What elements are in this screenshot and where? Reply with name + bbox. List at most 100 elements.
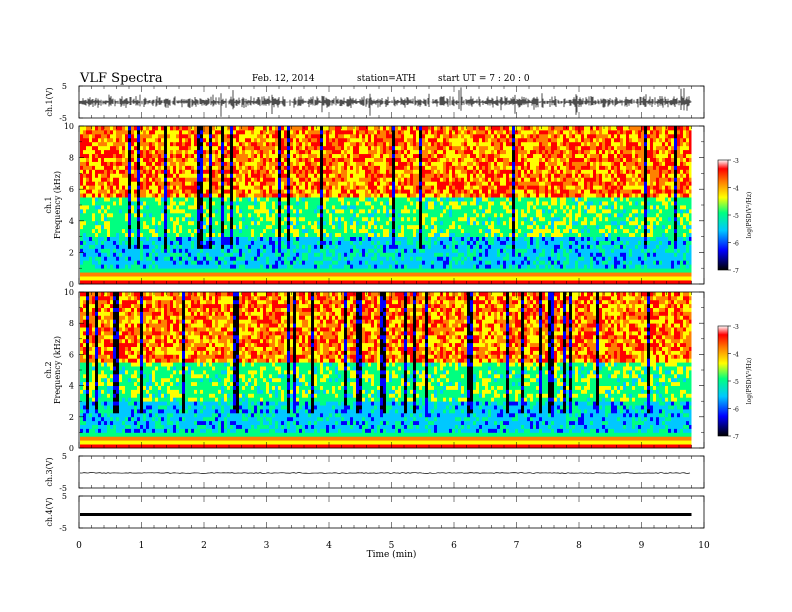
spectrogram-cell xyxy=(89,197,92,202)
spectrogram-cell xyxy=(356,224,359,230)
spectrogram-cell xyxy=(146,252,149,257)
spectrogram-cell xyxy=(251,126,254,131)
spectrogram-cell xyxy=(428,252,431,257)
spectrogram-cell xyxy=(107,260,110,265)
spectrogram-cell xyxy=(389,212,392,218)
spectrogram-cell xyxy=(410,280,413,285)
spectrogram-cell xyxy=(83,248,86,253)
spectrogram-cell xyxy=(125,216,128,222)
spectrogram-cell xyxy=(86,137,89,143)
spectrogram-cell xyxy=(182,169,185,174)
spectrogram-cell xyxy=(149,224,152,230)
spectrogram-cell xyxy=(362,264,365,269)
spectrogram-cell xyxy=(221,177,224,182)
spectrogram-cell xyxy=(188,129,191,135)
spectrogram-cell xyxy=(125,232,128,237)
spectrogram-cell xyxy=(314,208,317,214)
spectrogram-cell xyxy=(107,197,110,202)
spectrogram-cell xyxy=(260,272,263,277)
spectrogram-cell xyxy=(371,193,374,198)
spectrogram-cell xyxy=(251,248,254,253)
spectrogram-cell xyxy=(404,161,407,166)
spectrogram-cell xyxy=(368,181,371,186)
spectrogram-cell xyxy=(128,208,131,214)
spectrogram-cell xyxy=(206,220,209,226)
spectrogram-cell xyxy=(239,185,242,190)
spectrogram-cell xyxy=(200,212,203,218)
spectrogram-cell xyxy=(260,224,263,230)
spectrogram-cell xyxy=(191,197,194,202)
spectrogram-cell xyxy=(410,185,413,190)
spectrogram-cell xyxy=(185,177,188,182)
spectrogram-cell xyxy=(356,137,359,143)
spectrogram-cell xyxy=(353,268,356,273)
spectrogram-cell xyxy=(344,193,347,198)
spectrogram-cell xyxy=(368,205,371,210)
spectrogram-cell xyxy=(266,236,269,241)
spectrogram-cell xyxy=(116,201,119,206)
spectrogram-cell xyxy=(383,252,386,257)
spectrogram-cell xyxy=(161,268,164,273)
spectrogram-cell xyxy=(164,252,167,257)
spectrogram-cell xyxy=(359,260,362,265)
spectrogram-cell xyxy=(263,205,266,210)
spectrogram-cell xyxy=(182,149,185,155)
spectrogram-cell xyxy=(392,280,395,285)
spectrogram-cell xyxy=(209,145,212,151)
spectrogram-cell xyxy=(194,169,197,174)
spectrogram-cell xyxy=(293,228,296,234)
spectrogram-cell xyxy=(179,205,182,210)
spectrogram-cell xyxy=(152,244,155,249)
spectrogram-cell xyxy=(425,153,428,158)
spectrogram-cell xyxy=(206,185,209,190)
spectrogram-cell xyxy=(197,149,200,155)
spectrogram-cell xyxy=(326,197,329,202)
spectrogram-cell xyxy=(434,165,437,170)
spectrogram-cell xyxy=(218,216,221,222)
spectrogram-cell xyxy=(182,161,185,166)
spectrogram-cell xyxy=(203,232,206,237)
spectrogram-cell xyxy=(131,220,134,226)
spectrogram-cell xyxy=(176,268,179,273)
spectrogram-cell xyxy=(326,201,329,206)
spectrogram-cell xyxy=(200,181,203,186)
spectrogram-cell xyxy=(191,126,194,131)
spectrogram-cell xyxy=(89,185,92,190)
start-time-label: start UT = 7 : 20 : 0 xyxy=(438,74,530,84)
spectrogram-cell xyxy=(179,193,182,198)
spectrogram-cell xyxy=(239,224,242,230)
spectrogram-cell xyxy=(152,236,155,241)
spectrogram-cell xyxy=(242,244,245,249)
spectrogram-cell xyxy=(362,205,365,210)
spectrogram-cell xyxy=(167,216,170,222)
spectrogram-cell xyxy=(422,260,425,265)
spectrogram-cell xyxy=(407,264,410,269)
spectrogram-cell xyxy=(431,272,434,277)
spectrogram-cell xyxy=(80,126,83,131)
spectrogram-cell xyxy=(200,145,203,151)
spectrogram-cell xyxy=(410,244,413,249)
spectrogram-cell xyxy=(389,126,392,131)
spectrogram-cell xyxy=(437,244,440,249)
spectrogram-cell xyxy=(167,220,170,226)
spectrogram-cell xyxy=(191,157,194,162)
spectrogram-cell xyxy=(140,260,143,265)
spectrogram-cell xyxy=(443,228,446,234)
spectrogram-cell xyxy=(443,137,446,143)
spectrogram-cell xyxy=(92,244,95,249)
spectrogram-cell xyxy=(332,216,335,222)
spectrogram-cell xyxy=(401,216,404,222)
spectrogram-cell xyxy=(134,268,137,273)
spectrogram-cell xyxy=(293,133,296,139)
spectrogram-cell xyxy=(83,157,86,162)
spectrogram-cell xyxy=(227,126,230,131)
spectrogram-cell xyxy=(188,197,191,202)
spectrogram-cell xyxy=(440,216,443,222)
spectrogram-cell xyxy=(233,264,236,269)
spectrogram-cell xyxy=(215,129,218,135)
spectrogram-cell xyxy=(317,153,320,158)
spectrogram-cell xyxy=(287,129,290,135)
spectrogram-cell xyxy=(395,129,398,135)
spectrogram-cell xyxy=(287,280,290,285)
spectrogram-cell xyxy=(245,141,248,147)
